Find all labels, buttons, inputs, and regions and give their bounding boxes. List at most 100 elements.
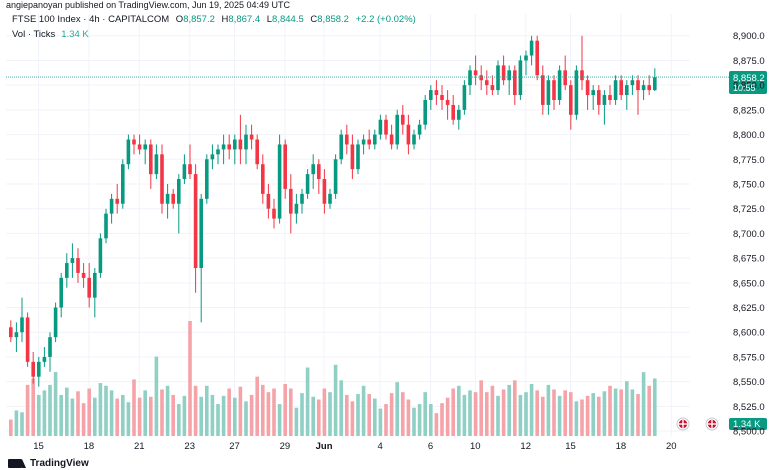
- candle-body: [546, 80, 551, 105]
- volume-bar: [244, 401, 248, 436]
- volume-bar: [429, 404, 433, 436]
- candle-body: [216, 149, 220, 155]
- volume-bar: [490, 385, 495, 436]
- candle-body: [333, 159, 338, 194]
- volume-bar: [165, 385, 170, 436]
- y-tick-label: 8,550.0: [733, 377, 765, 388]
- candle-body: [81, 272, 86, 278]
- candle-body: [339, 134, 343, 160]
- volume-bar: [199, 396, 203, 436]
- candle-body: [244, 134, 248, 150]
- volume-bar: [143, 390, 147, 436]
- volume-bar: [350, 401, 355, 436]
- candle-body: [479, 75, 483, 81]
- candle-body: [182, 164, 187, 180]
- candle-body: [468, 70, 472, 86]
- volume-bar: [98, 383, 103, 436]
- axis-labels: 8,858.210:55 1.34 K: [676, 73, 765, 431]
- candle-body: [557, 70, 562, 100]
- candle-body: [305, 174, 310, 194]
- candle-body: [126, 139, 131, 165]
- y-tick-label: 8,525.0: [733, 402, 765, 413]
- candle-body: [160, 154, 164, 204]
- candle-body: [20, 317, 24, 333]
- candle-body: [255, 139, 259, 165]
- volume-bar: [227, 388, 231, 436]
- volume-bar: [563, 390, 567, 436]
- volume-bar: [513, 380, 517, 436]
- low-value: 8,844.5: [272, 14, 304, 25]
- volume-bar: [613, 388, 618, 436]
- candle-body: [434, 90, 439, 96]
- symbol-name[interactable]: FTSE 100 Index · 4h · CAPITALCOM: [12, 14, 170, 25]
- volume-bar: [9, 419, 13, 436]
- candle-body: [154, 154, 159, 175]
- candle-body: [132, 139, 136, 145]
- volume-bar: [339, 380, 343, 436]
- candle-body: [541, 75, 545, 105]
- candle-body: [445, 99, 450, 105]
- volume-bar: [501, 389, 506, 436]
- candle-body: [406, 124, 411, 145]
- countdown-text: 10:55: [733, 83, 756, 93]
- volume-bar: [361, 385, 366, 436]
- x-tick-label: 15: [565, 441, 576, 452]
- volume-label[interactable]: Vol · Ticks: [12, 29, 56, 40]
- volume-bar: [417, 404, 422, 436]
- volume-bar: [647, 385, 651, 436]
- candle-body: [518, 60, 523, 96]
- volume-value: 1.34 K: [61, 29, 89, 40]
- volume-bar: [636, 394, 640, 436]
- volume-bar: [205, 385, 209, 436]
- y-tick-label: 8,650.0: [733, 278, 765, 289]
- volume-bar: [496, 395, 500, 436]
- candle-body: [501, 65, 506, 81]
- time-axis[interactable]: 15 18 21 23 27 29 Jun 4 6 10 12 15 18 20: [33, 441, 676, 452]
- volume-bar: [233, 397, 237, 436]
- volume-bar: [535, 390, 539, 436]
- volume-bar: [317, 399, 321, 436]
- volume-bar: [48, 384, 52, 436]
- candle-body: [580, 70, 584, 81]
- candle-body: [65, 263, 69, 278]
- volume-bar: [524, 392, 528, 436]
- volume-bar: [53, 372, 58, 436]
- open-label: O: [175, 14, 184, 25]
- volume-bar: [160, 389, 164, 436]
- volume-bar: [171, 394, 175, 436]
- y-tick-label: 8,850.0: [733, 81, 765, 92]
- candle-body: [451, 104, 455, 120]
- candle-body: [289, 188, 293, 214]
- volume-bar: [137, 397, 142, 436]
- high-label: H: [221, 14, 229, 25]
- volume-bar: [440, 403, 444, 436]
- y-tick-label: 8,625.0: [733, 303, 765, 314]
- price-axis[interactable]: 8,500.0 8,525.0 8,550.0 8,575.0 8,600.0 8,625…: [733, 31, 765, 437]
- volume-bar: [367, 394, 371, 436]
- candle-body: [457, 109, 461, 120]
- candle-body: [367, 139, 371, 145]
- volume-bar: [283, 383, 287, 436]
- candle-body: [529, 40, 534, 56]
- x-tick-label: 12: [520, 441, 531, 452]
- candle-body: [356, 144, 360, 170]
- candle-body: [143, 144, 147, 150]
- volume-bar: [177, 404, 181, 436]
- volume-bar: [445, 397, 450, 436]
- x-tick-label: 21: [134, 441, 145, 452]
- volume-bar: [389, 393, 394, 436]
- candle-body: [473, 70, 478, 76]
- y-tick-label: 8,725.0: [733, 204, 765, 215]
- volume-bar: [132, 379, 136, 436]
- candle-body: [373, 134, 377, 145]
- volume-bar: [121, 394, 125, 436]
- volume-bar: [552, 389, 556, 436]
- y-tick-label: 8,825.0: [733, 105, 765, 116]
- volume-bar: [300, 393, 304, 436]
- candle-body: [98, 238, 103, 273]
- y-tick-label: 8,500.0: [733, 427, 765, 438]
- volume-bar: [619, 389, 623, 436]
- candle-body: [647, 85, 651, 91]
- candle-body: [227, 144, 231, 150]
